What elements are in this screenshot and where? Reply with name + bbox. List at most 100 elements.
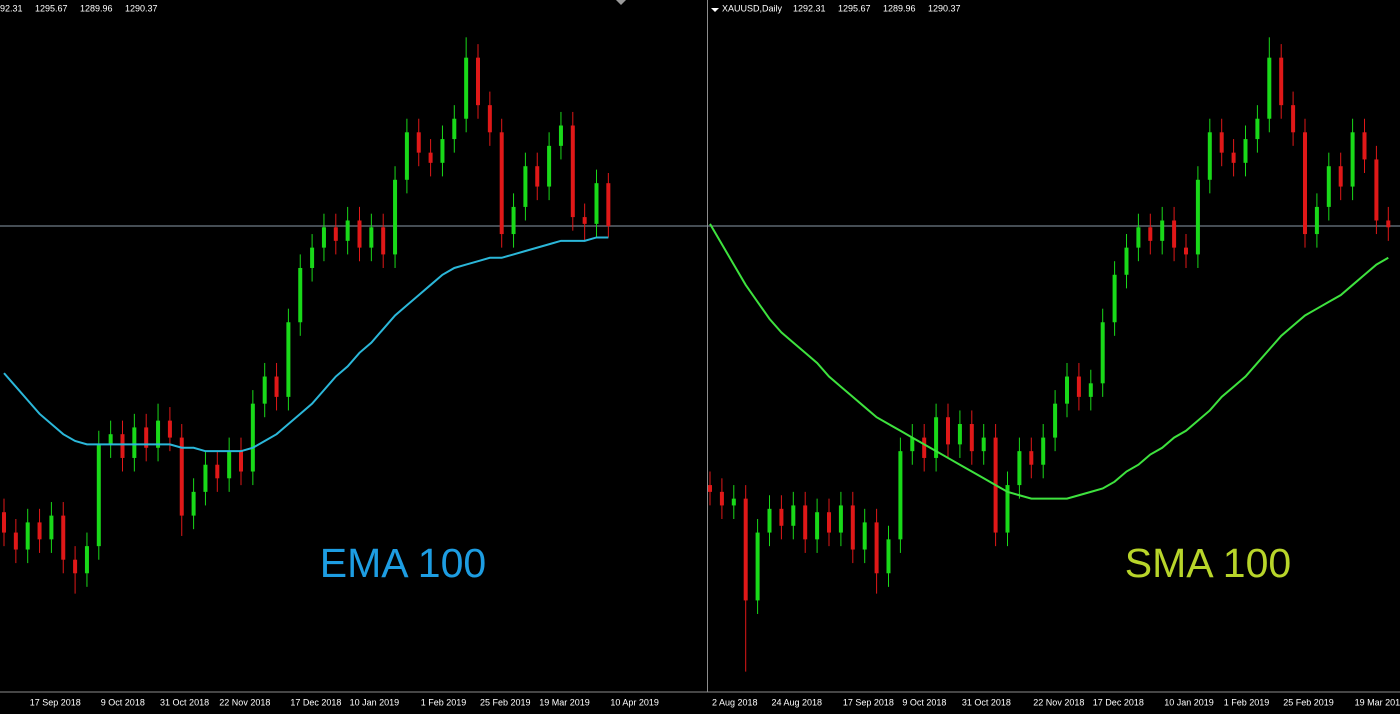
candle-body	[1267, 57, 1272, 119]
candle-body	[393, 179, 398, 255]
candle-body	[440, 139, 445, 163]
candle-body	[298, 267, 303, 323]
candle-body	[1219, 132, 1224, 153]
time-label: 17 Sep 2018	[30, 697, 81, 707]
candle-body	[1160, 220, 1165, 241]
candle-body	[1326, 166, 1331, 207]
candle-body	[731, 498, 736, 506]
time-label: 17 Sep 2018	[843, 697, 894, 707]
candle-body	[416, 132, 421, 153]
header-value: 1290.37	[928, 3, 961, 13]
time-label: 9 Oct 2018	[902, 697, 946, 707]
candle-body	[910, 437, 915, 452]
candle-body	[120, 434, 125, 458]
candle-body	[1386, 220, 1391, 228]
candle-body	[61, 515, 66, 560]
time-label: 17 Dec 2018	[1093, 697, 1144, 707]
time-label: 1 Feb 2019	[1224, 697, 1270, 707]
header-value: 1295.67	[838, 3, 871, 13]
header-value: 1292.31	[0, 3, 23, 13]
candle-body	[523, 166, 528, 207]
candle-body	[262, 376, 267, 404]
time-label: 22 Nov 2018	[1033, 697, 1084, 707]
candle-body	[570, 125, 575, 218]
candle-body	[815, 512, 820, 540]
candle-body	[1148, 227, 1153, 241]
candle-body	[719, 491, 724, 506]
time-label: 31 Oct 2018	[962, 697, 1011, 707]
candle-body	[1350, 132, 1355, 187]
time-label: 19 Mar 2019	[1355, 697, 1400, 707]
candle-body	[547, 145, 552, 187]
shift-marker	[616, 0, 626, 5]
time-label: 1 Feb 2019	[421, 697, 467, 707]
candle-body	[1100, 322, 1105, 384]
candle-body	[850, 505, 855, 550]
candle-body	[428, 152, 433, 163]
time-label: 10 Apr 2019	[610, 697, 659, 707]
candle-body	[511, 206, 516, 235]
header-arrow	[711, 8, 719, 12]
candle-body	[1255, 118, 1260, 140]
candle-body	[487, 105, 492, 133]
candle-body	[1243, 139, 1248, 163]
time-label: 31 Oct 2018	[160, 697, 209, 707]
candle-body	[321, 227, 326, 248]
candle-body	[886, 539, 891, 574]
indicator-label: SMA 100	[1125, 540, 1291, 586]
candle-body	[1088, 383, 1093, 397]
candle-body	[499, 132, 504, 235]
candle-body	[1065, 376, 1069, 404]
time-label: 25 Feb 2019	[1283, 697, 1334, 707]
candle-body	[1053, 403, 1058, 438]
candle-body	[779, 508, 784, 526]
time-label: 9 Oct 2018	[101, 697, 145, 707]
candle-body	[357, 220, 362, 248]
candle-body	[1017, 451, 1022, 486]
candle-body	[1136, 227, 1141, 248]
candle-body	[922, 437, 927, 458]
candle-body	[981, 437, 986, 452]
time-label: 10 Jan 2019	[350, 697, 400, 707]
candle-body	[2, 512, 6, 533]
candle-body	[25, 522, 30, 550]
header-value: 1289.96	[80, 3, 113, 13]
time-label: 24 Aug 2018	[772, 697, 823, 707]
candle-body	[49, 515, 54, 540]
header-value: 1292.31	[793, 3, 826, 13]
candle-body	[803, 505, 808, 540]
candle-body	[838, 505, 843, 533]
candle-body	[13, 532, 18, 550]
candle-body	[708, 485, 712, 492]
candle-body	[1076, 376, 1081, 397]
candle-body	[535, 166, 540, 187]
candle-body	[743, 498, 748, 601]
time-label: 22 Nov 2018	[219, 697, 270, 707]
candle-body	[286, 322, 291, 397]
candle-body	[333, 227, 338, 241]
candle-body	[250, 403, 255, 472]
candle-body	[108, 434, 113, 445]
candle-body	[132, 427, 137, 458]
candle-body	[1029, 451, 1034, 465]
candle-body	[84, 546, 89, 574]
candle-body	[1172, 220, 1177, 248]
moving-average-line	[3, 236, 609, 453]
candle-body	[1338, 166, 1343, 187]
candle-body	[1231, 152, 1236, 163]
candle-body	[606, 183, 611, 227]
candle-body	[957, 424, 962, 445]
header-value: 1289.96	[883, 3, 916, 13]
candle-body	[369, 227, 374, 248]
candle-body	[1112, 274, 1117, 323]
moving-average-line	[709, 223, 1389, 500]
candle-body	[345, 220, 350, 241]
candle-body	[203, 464, 208, 492]
header-value: 1295.67	[35, 3, 68, 13]
candle-body	[594, 183, 599, 224]
candle-body	[898, 451, 903, 540]
time-label: 25 Feb 2019	[480, 697, 531, 707]
